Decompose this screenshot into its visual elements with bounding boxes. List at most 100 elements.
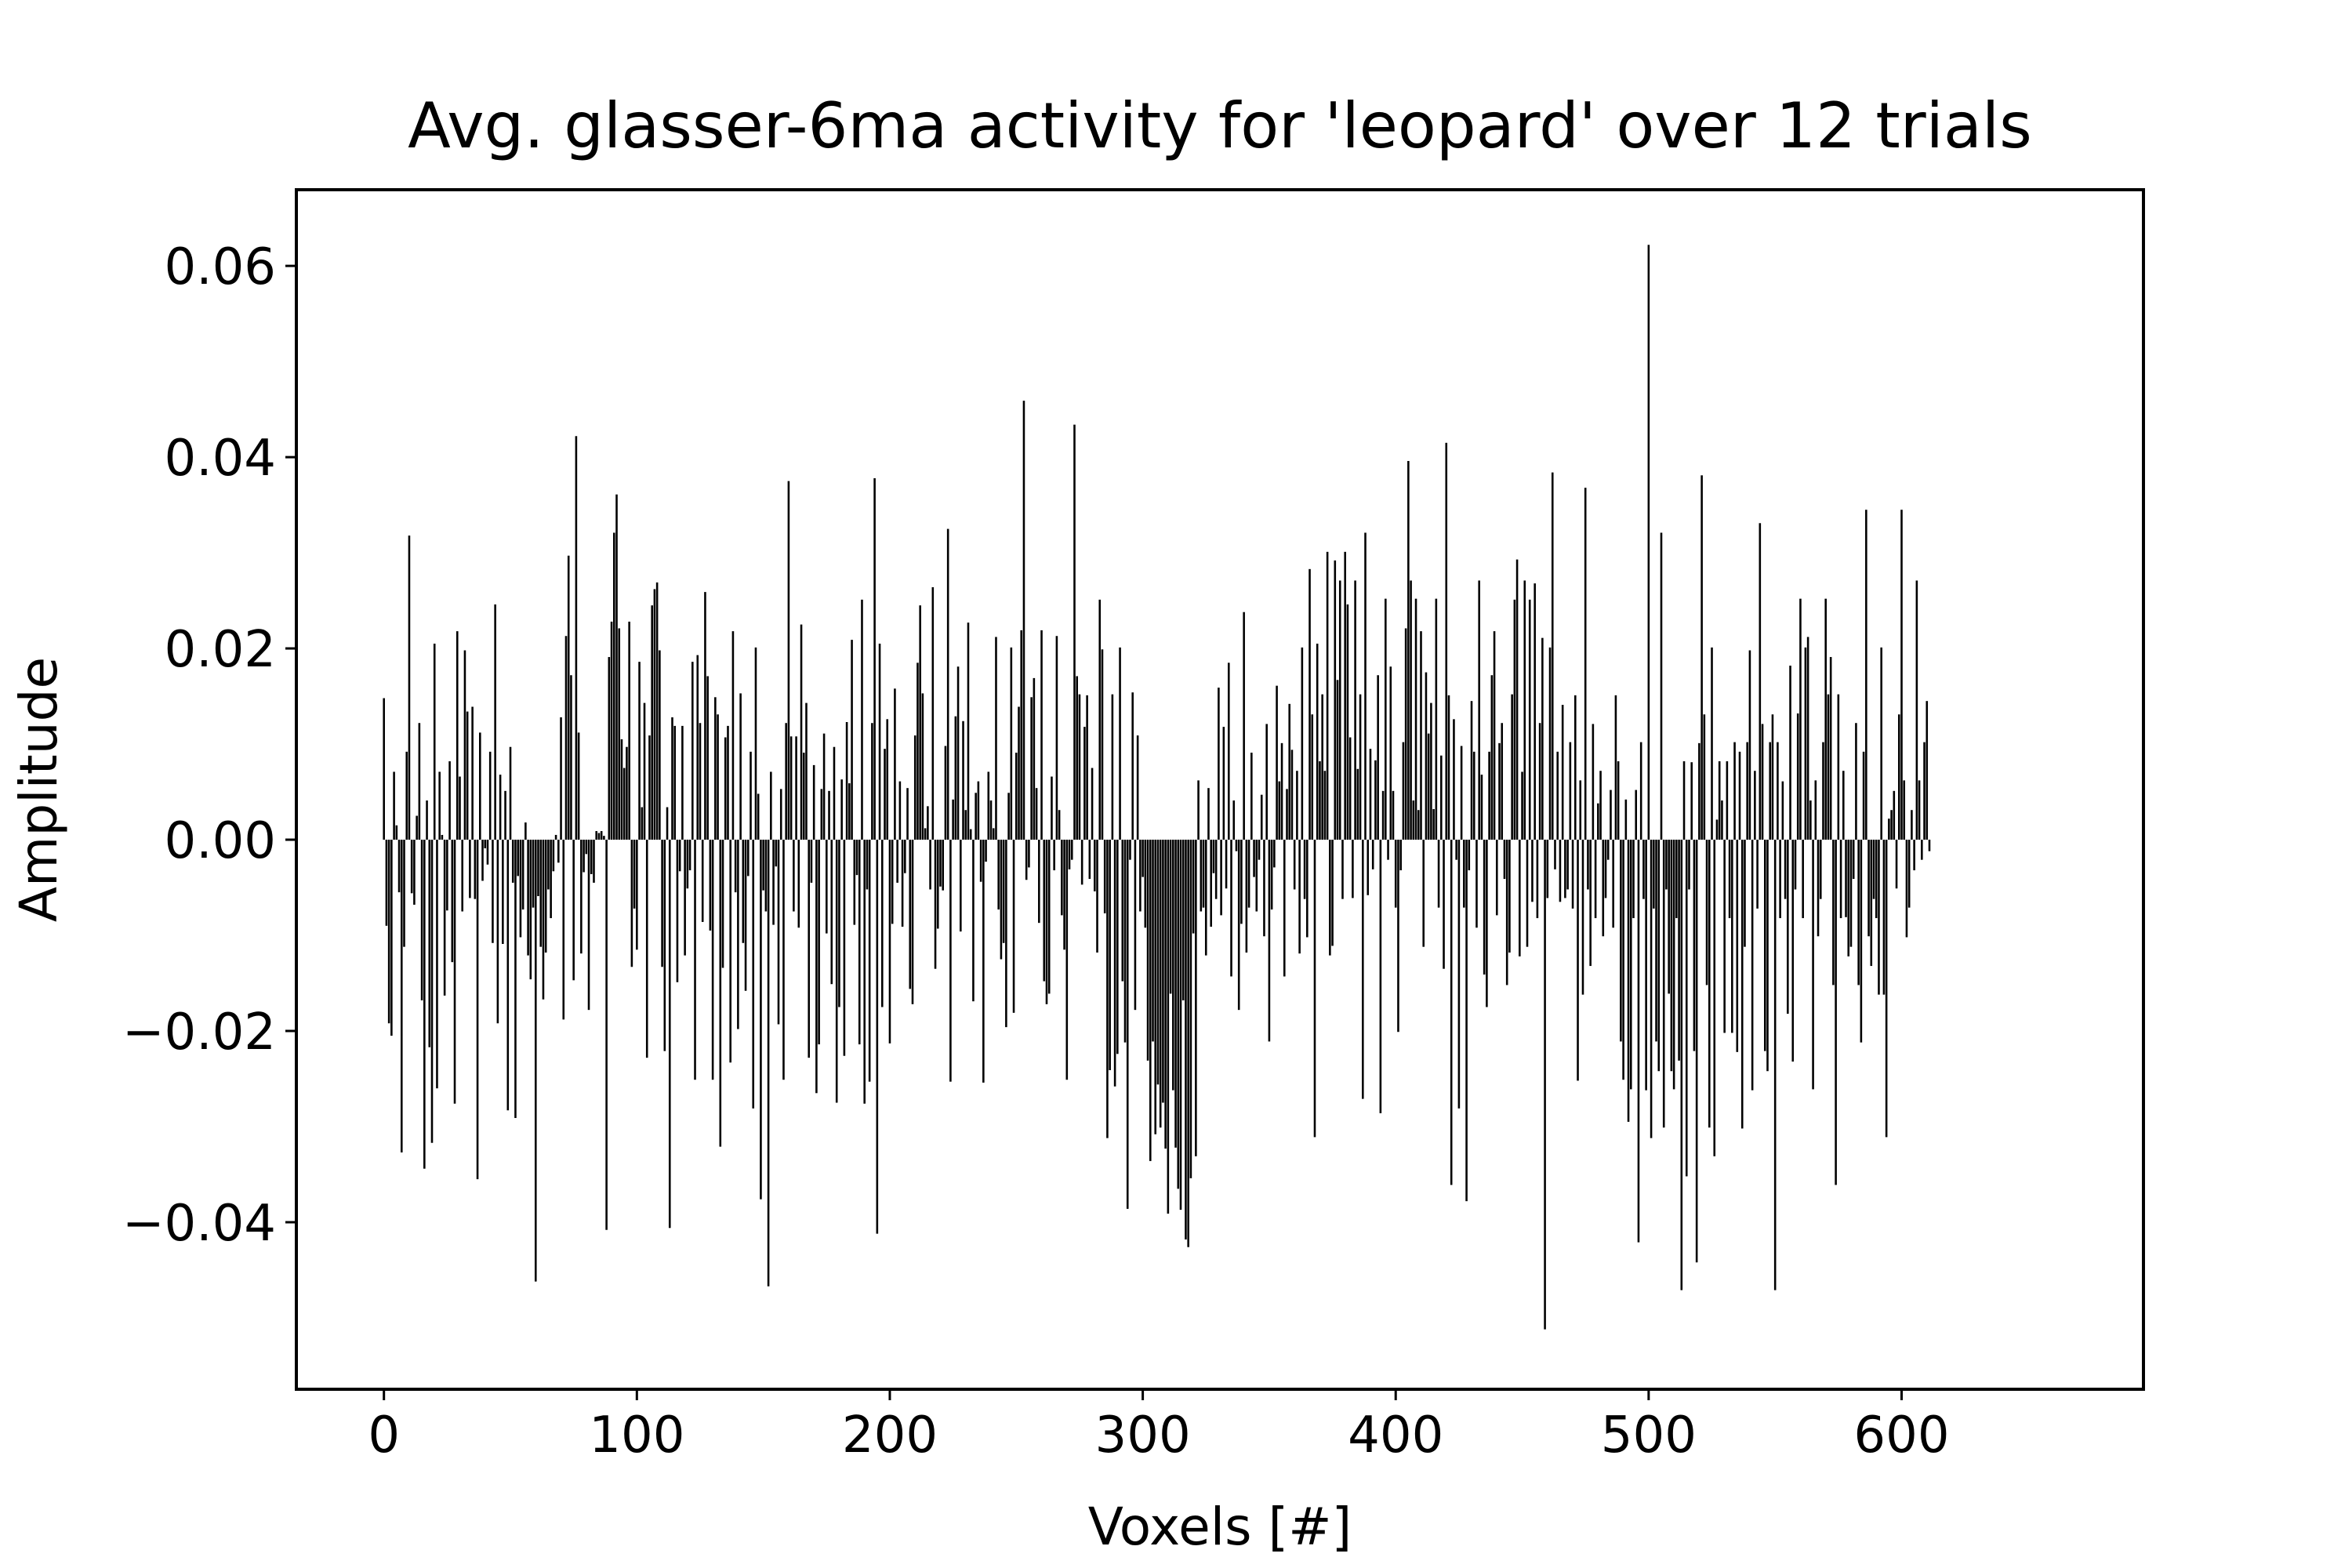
bar-voxel-498: [1642, 840, 1645, 899]
bar-voxel-477: [1589, 840, 1592, 967]
bar-voxel-305: [1154, 840, 1157, 1134]
bar-voxel-420: [1445, 442, 1448, 840]
bar-voxel-489: [1620, 840, 1622, 1042]
bar-voxel-524: [1708, 840, 1711, 1128]
bar-voxel-377: [1336, 680, 1339, 840]
bar-voxel-298: [1136, 735, 1139, 840]
bar-voxel-318: [1187, 840, 1189, 1247]
bar-voxel-265: [1053, 840, 1055, 871]
bar-voxel-77: [577, 732, 580, 840]
bar-voxel-540: [1748, 650, 1751, 840]
bar-voxel-152: [767, 840, 770, 1287]
bar-voxel-364: [1303, 840, 1306, 899]
bar-voxel-240: [989, 800, 993, 840]
bar-voxel-553: [1781, 781, 1784, 840]
bar-voxel-508: [1668, 840, 1670, 994]
bar-voxel-358: [1288, 703, 1291, 840]
bar-voxel-293: [1123, 840, 1127, 1043]
bar-voxel-149: [760, 840, 762, 1200]
bar-voxel-180: [838, 840, 840, 1007]
bar-voxel-210: [913, 735, 916, 840]
bar-voxel-231: [967, 622, 970, 840]
bar-voxel-3: [390, 840, 393, 1036]
bar-voxel-277: [1083, 727, 1086, 840]
bar-voxel-512: [1678, 840, 1680, 1061]
bar-voxel-434: [1480, 775, 1483, 840]
bar-voxel-164: [797, 840, 800, 928]
bar-voxel-160: [787, 481, 790, 840]
bar-voxel-90: [610, 621, 613, 840]
bar-voxel-500: [1647, 245, 1650, 840]
bar-voxel-54: [519, 840, 522, 938]
bar-voxel-432: [1475, 840, 1478, 928]
bar-voxel-557: [1791, 840, 1795, 1062]
bar-voxel-45: [496, 840, 499, 1024]
bar-voxel-343: [1250, 753, 1253, 840]
bar-voxel-381: [1346, 604, 1349, 840]
bar-voxel-12: [413, 840, 416, 905]
bar-voxel-184: [848, 783, 851, 840]
bar-voxel-437: [1488, 751, 1490, 840]
bar-voxel-404: [1404, 628, 1407, 840]
bar-voxel-367: [1311, 714, 1314, 840]
bar-voxel-118: [681, 725, 684, 840]
bar-voxel-6: [397, 840, 401, 893]
y-tick-label: 0.04: [165, 430, 277, 488]
bar-voxel-389: [1367, 840, 1370, 895]
x-tick-label: 600: [1853, 1406, 1949, 1465]
bar-voxel-229: [962, 720, 964, 840]
bar-voxel-55: [521, 840, 524, 910]
bar-voxel-49: [506, 840, 510, 1111]
bar-voxel-112: [666, 807, 669, 840]
bar-voxel-503: [1655, 840, 1657, 1042]
bar-voxel-106: [651, 605, 653, 840]
bar-voxel-566: [1814, 780, 1817, 840]
bar-voxel-572: [1829, 657, 1832, 840]
bar-voxel-409: [1417, 810, 1420, 840]
bar-voxel-398: [1389, 666, 1392, 840]
bar-voxel-24: [443, 840, 446, 996]
bar-voxel-316: [1181, 840, 1185, 1000]
bar-voxel-507: [1665, 840, 1668, 890]
bar-voxel-372: [1323, 771, 1327, 840]
bar-voxel-182: [843, 840, 846, 1056]
bar-voxel-521: [1700, 475, 1703, 840]
bar-voxel-463: [1554, 840, 1556, 869]
bar-voxel-474: [1581, 840, 1584, 995]
bar-voxel-114: [671, 717, 673, 840]
bar-voxel-444: [1505, 840, 1508, 985]
bar-voxel-523: [1705, 840, 1708, 985]
bar-voxel-570: [1824, 598, 1827, 840]
bar-voxel-575: [1837, 694, 1840, 840]
bar-voxel-402: [1399, 840, 1402, 871]
bar-voxel-610: [1926, 701, 1929, 840]
bar-voxel-302: [1146, 840, 1149, 1061]
bar-voxel-492: [1627, 840, 1630, 1122]
bar-voxel-430: [1470, 701, 1473, 840]
bar-voxel-41: [486, 840, 489, 865]
bar-voxel-81: [587, 840, 590, 1011]
bar-voxel-121: [688, 840, 691, 871]
bar-voxel-441: [1498, 742, 1501, 840]
bar-voxel-62: [539, 840, 543, 947]
bar-voxel-350: [1268, 840, 1271, 1042]
bar-voxel-61: [537, 840, 539, 897]
bar-voxel-394: [1379, 840, 1382, 1113]
bar-voxel-563: [1806, 637, 1809, 840]
bar-voxel-202: [894, 688, 896, 840]
bar-voxel-249: [1012, 840, 1015, 1013]
bar-voxel-107: [653, 589, 656, 840]
bar-voxel-363: [1301, 647, 1304, 840]
bar-voxel-5: [395, 825, 398, 840]
y-tick-label: −0.02: [122, 1004, 276, 1062]
bar-voxel-376: [1334, 560, 1337, 840]
bar-voxel-443: [1503, 840, 1506, 880]
bar-voxel-599: [1897, 714, 1900, 840]
bar-voxel-330: [1218, 688, 1220, 840]
bar-voxel-346: [1258, 840, 1261, 860]
bar-voxel-588: [1870, 840, 1873, 967]
bar-voxel-518: [1693, 840, 1696, 1051]
bar-voxel-574: [1835, 840, 1837, 1185]
bar-voxel-228: [960, 840, 962, 932]
bar-voxel-141: [739, 693, 742, 840]
